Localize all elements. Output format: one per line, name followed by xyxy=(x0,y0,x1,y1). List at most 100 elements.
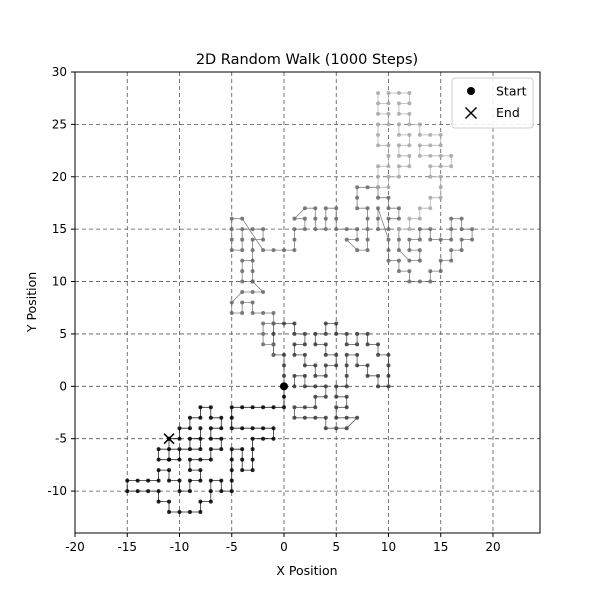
walk-point xyxy=(229,405,234,410)
walk-point xyxy=(229,415,234,420)
x-tick-label: -10 xyxy=(170,540,190,554)
walk-point xyxy=(240,237,245,242)
walk-point xyxy=(198,478,203,483)
walk-point xyxy=(386,164,391,169)
walk-point xyxy=(396,269,401,274)
walk-point xyxy=(334,405,339,410)
walk-point xyxy=(428,174,433,179)
walk-point xyxy=(313,405,318,410)
walk-point xyxy=(240,300,245,305)
walk-point xyxy=(417,279,422,284)
walk-point xyxy=(355,248,360,253)
walk-point xyxy=(146,489,151,494)
walk-point xyxy=(386,90,391,95)
y-tick-label: 25 xyxy=(52,117,67,131)
walk-point xyxy=(438,164,443,169)
walk-point xyxy=(323,373,328,378)
walk-point xyxy=(376,216,381,221)
y-tick-label: 10 xyxy=(52,275,67,289)
walk-point xyxy=(302,384,307,389)
walk-point xyxy=(177,489,182,494)
walk-point xyxy=(292,373,297,378)
walk-point xyxy=(428,153,433,158)
walk-point xyxy=(219,415,224,420)
walk-point xyxy=(407,258,412,263)
x-axis-label: X Position xyxy=(276,563,337,578)
walk-point xyxy=(344,227,349,232)
walk-point xyxy=(386,143,391,148)
walk-point xyxy=(407,216,412,221)
walk-point xyxy=(323,227,328,232)
walk-point xyxy=(323,394,328,399)
walk-point xyxy=(470,237,475,242)
walk-point xyxy=(302,363,307,368)
walk-point xyxy=(323,363,328,368)
walk-point xyxy=(355,352,360,357)
walk-point xyxy=(313,227,318,232)
walk-point xyxy=(281,373,286,378)
walk-point xyxy=(313,363,318,368)
walk-point xyxy=(167,447,172,452)
walk-point xyxy=(292,248,297,253)
walk-point xyxy=(386,101,391,106)
walk-point xyxy=(428,279,433,284)
walk-point xyxy=(187,447,192,452)
walk-point xyxy=(313,415,318,420)
walk-point xyxy=(459,227,464,232)
walk-point xyxy=(407,143,412,148)
walk-point xyxy=(261,321,266,326)
walk-point xyxy=(365,331,370,336)
walk-point xyxy=(386,153,391,158)
walk-point xyxy=(396,90,401,95)
walk-point xyxy=(365,373,370,378)
walk-point xyxy=(438,258,443,263)
walk-point xyxy=(396,132,401,137)
walk-point xyxy=(240,269,245,274)
walk-point xyxy=(428,206,433,211)
walk-point xyxy=(198,436,203,441)
walk-point xyxy=(355,185,360,190)
x-axis-ticks: -20 -15 -10 -5 0 5 10 15 20 xyxy=(65,533,501,554)
walk-point xyxy=(323,331,328,336)
walk-point xyxy=(198,405,203,410)
walk-point xyxy=(229,478,234,483)
walk-point xyxy=(396,153,401,158)
walk-point xyxy=(334,384,339,389)
walk-point xyxy=(261,342,266,347)
walk-point xyxy=(407,90,412,95)
walk-point xyxy=(229,248,234,253)
legend-start-label: Start xyxy=(496,84,527,99)
walk-point xyxy=(386,216,391,221)
walk-point xyxy=(281,248,286,253)
walk-point xyxy=(417,206,422,211)
walk-point xyxy=(407,132,412,137)
y-tick-label: 20 xyxy=(52,170,67,184)
walk-point xyxy=(417,143,422,148)
walk-point xyxy=(313,331,318,336)
walk-point xyxy=(156,478,161,483)
walk-point xyxy=(323,415,328,420)
walk-point xyxy=(187,478,192,483)
y-tick-label: -10 xyxy=(47,484,67,498)
walk-point xyxy=(167,510,172,515)
walk-point xyxy=(407,248,412,253)
end-marker xyxy=(163,433,175,445)
walk-point xyxy=(219,478,224,483)
walk-point xyxy=(355,331,360,336)
walk-point xyxy=(355,206,360,211)
legend-start-marker xyxy=(467,87,475,95)
x-tick-label: 20 xyxy=(485,540,500,554)
walk-point xyxy=(386,384,391,389)
walk-point xyxy=(344,405,349,410)
walk-point xyxy=(208,478,213,483)
chart-title: 2D Random Walk (1000 Steps) xyxy=(196,52,418,68)
walk-point xyxy=(250,248,255,253)
walk-point xyxy=(323,321,328,326)
walk-point xyxy=(313,342,318,347)
walk-point xyxy=(250,457,255,462)
walk-point xyxy=(261,331,266,336)
walk-point xyxy=(219,489,224,494)
walk-point xyxy=(302,405,307,410)
walk-point xyxy=(449,248,454,253)
